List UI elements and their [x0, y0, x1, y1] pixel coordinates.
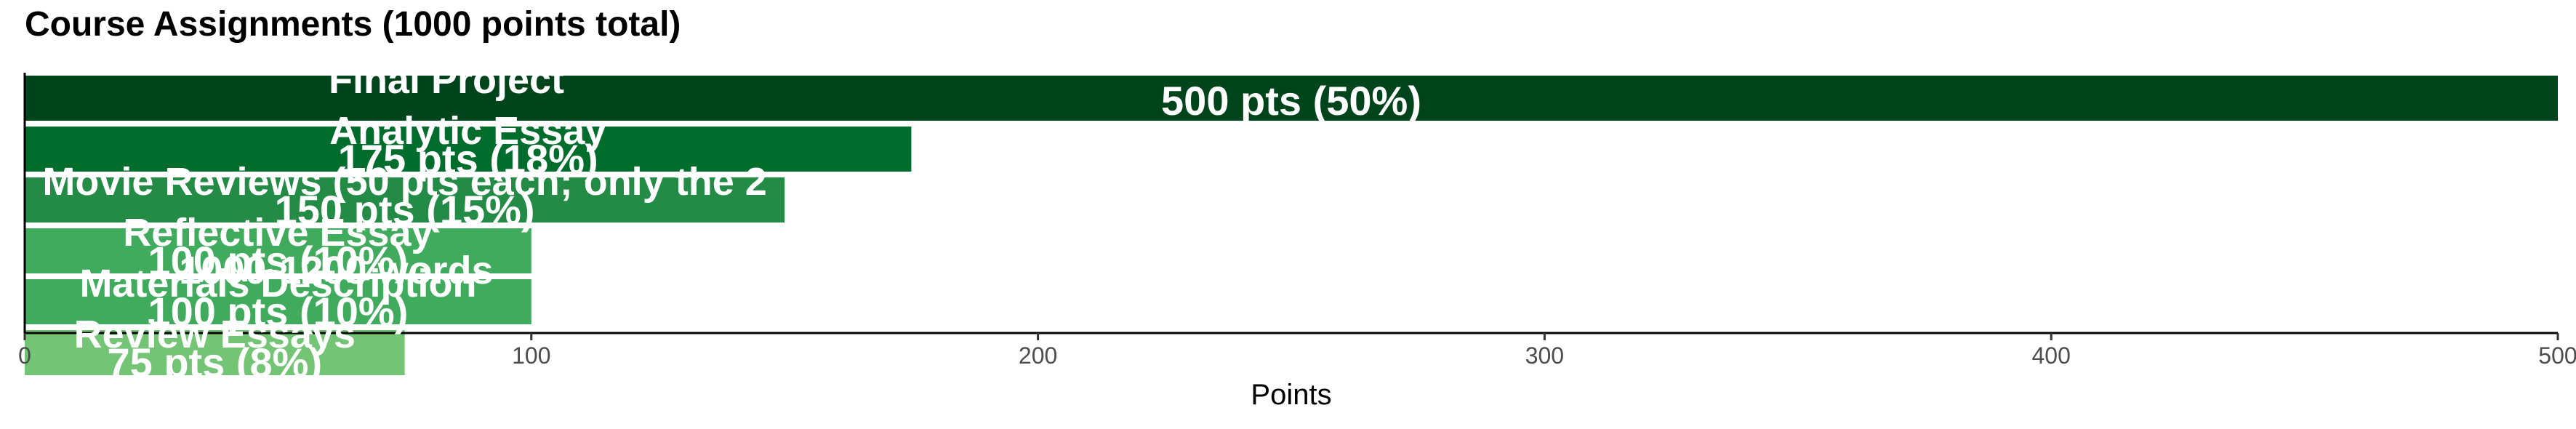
value-label-reflective-essay: 100 pts (10%) [148, 238, 408, 284]
x-tick-label-300: 300 [1525, 342, 1564, 369]
bar-labels-group: Final Project 500 pts (50%) Analytic Essay… [42, 58, 1421, 385]
x-tick-label-100: 100 [512, 342, 550, 369]
bar-review-essays [25, 330, 405, 375]
category-label-analytic-essay: Analytic Essay [329, 109, 606, 153]
bars-group [25, 76, 2558, 375]
value-label-final-project: 500 pts (50%) [1161, 78, 1421, 124]
category-label-movie-reviews: Movie Reviews (50 pts each; only the 2 [42, 160, 766, 204]
category-label-review-essays: Review Essays [74, 313, 356, 356]
x-axis-title: Points [1251, 379, 1331, 411]
x-tick-label-500: 500 [2538, 342, 2576, 369]
bar-movie-reviews [25, 177, 785, 222]
bar-analytic-essay [25, 127, 912, 172]
bar-reflective-essay [25, 228, 531, 273]
x-tick-label-0: 0 [18, 342, 31, 369]
bar-final-project [25, 76, 2558, 121]
category-label-final-project: Final Project [329, 58, 564, 102]
chart-title: Course Assignments (1000 points total) [25, 5, 681, 44]
value-label-materials-description: 100 pts (10%) [148, 289, 408, 334]
detail-label-reflective-essay: 1000-1200 words [179, 249, 493, 292]
value-label-movie-reviews: 150 pts (15%) [275, 187, 535, 233]
x-tick-label-200: 200 [1019, 342, 1057, 369]
value-label-analytic-essay: 175 pts (18%) [338, 136, 598, 182]
category-label-reflective-essay: Reflective Essay [123, 211, 433, 254]
bar-materials-description [25, 279, 531, 324]
x-ticks-group: 0 100 200 300 400 500 [18, 333, 2576, 369]
category-label-materials-description: Materials Description [79, 262, 476, 305]
x-tick-label-400: 400 [2032, 342, 2071, 369]
value-label-review-essays: 75 pts (8%) [107, 340, 322, 385]
